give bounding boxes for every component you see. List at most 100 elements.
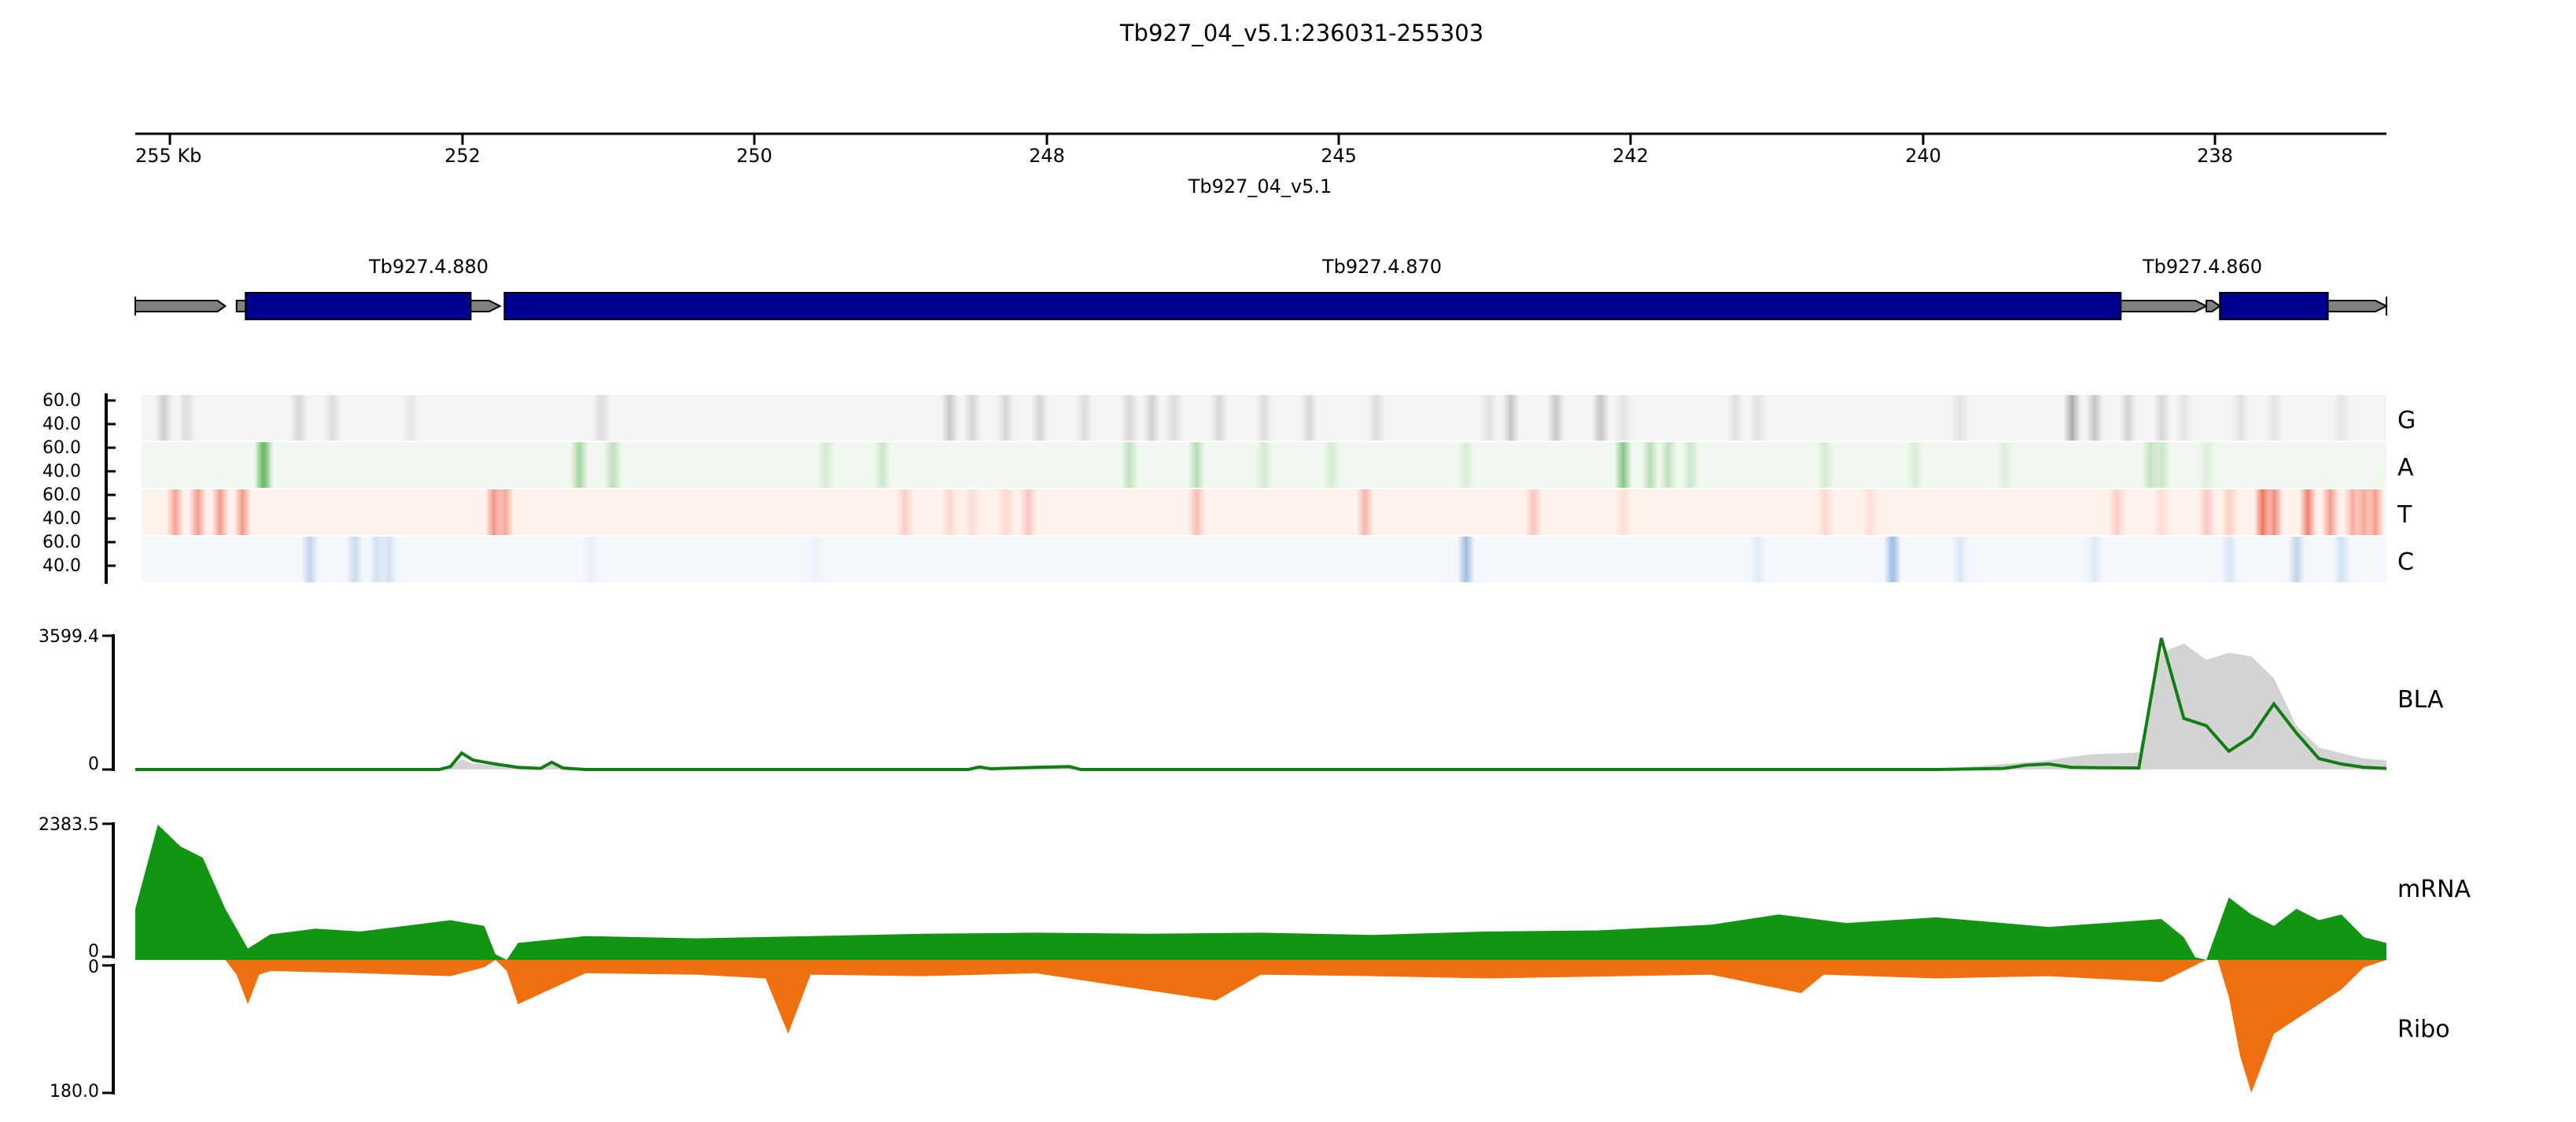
heatmap-peak — [2063, 395, 2081, 441]
heatmap-peak — [570, 442, 588, 488]
heatmap-peak — [1300, 395, 1318, 441]
nucleotide-track-label: G — [2397, 407, 2416, 434]
gene-label: Tb927.4.880 — [368, 256, 488, 278]
heatmap-peak — [1356, 489, 1374, 535]
gene-cds — [245, 292, 472, 320]
axis-tick-label: 255 Kb — [135, 145, 201, 167]
heatmap-peak — [2366, 489, 2384, 535]
heatmap-peak — [1019, 489, 1037, 535]
heatmap-peak — [2198, 442, 2216, 488]
heatmap-peak — [2085, 537, 2103, 582]
bla-track: 3599.4 0 BLA — [39, 627, 2444, 774]
mrna-y-max-label: 2383.5 — [39, 815, 99, 835]
heatmap-peak — [1188, 442, 1206, 488]
mrna-ribo-track: 2383.5 00 180.0 mRNA Ribo — [39, 815, 2471, 1102]
heatmap-peak — [1816, 442, 1834, 488]
gene-cds — [503, 292, 2122, 320]
heatmap-peak — [1322, 442, 1340, 488]
heatmap-peak — [2119, 395, 2137, 441]
heatmap-peak — [2332, 395, 2350, 441]
heatmap-peak — [2108, 489, 2126, 535]
heatmap-peak — [1592, 395, 1610, 441]
heatmap-peak — [1641, 442, 1659, 488]
heatmap-peak — [496, 489, 514, 535]
heatmap-peak — [1457, 442, 1475, 488]
axis-tick-label: 245 — [1321, 145, 1357, 167]
bla-y-min-label: 0 — [88, 755, 99, 774]
heatmap-peak — [189, 489, 207, 535]
heatmap-peak — [379, 537, 397, 582]
heatmap-peak — [997, 489, 1015, 535]
heatmap-peak — [604, 442, 622, 488]
heatmap-peak — [1480, 395, 1498, 441]
heatmap-peak — [1861, 489, 1879, 535]
ribo-y-max-label: 180.0 — [50, 1082, 99, 1102]
ribo-coverage-area — [135, 960, 2386, 1093]
heatmap-row-bg — [142, 489, 2386, 535]
gene-cds — [2219, 292, 2329, 320]
heatmap-peak — [402, 395, 420, 441]
gene-utr — [2120, 300, 2209, 312]
heatmap-peak — [1188, 489, 1206, 535]
heatmap-y-tick-label: 60.0 — [42, 533, 81, 552]
axis-tick-label: 250 — [736, 145, 772, 167]
heatmap-peak — [997, 395, 1015, 441]
heatmap-peak — [1816, 489, 1834, 535]
heatmap-peak — [1143, 395, 1161, 441]
heatmap-peak — [1749, 395, 1767, 441]
mrna-y-min-label: 0 — [88, 942, 99, 961]
gene-label: Tb927.4.860 — [2142, 256, 2262, 278]
nucleotide-track-label: C — [2397, 548, 2414, 576]
heatmap-peak — [1884, 537, 1902, 582]
ribo-y-min-label: 0 — [88, 958, 99, 977]
heatmap-peak — [2085, 395, 2103, 441]
chrom-label: Tb927_04_v5.1 — [1188, 175, 1332, 197]
heatmap-peak — [178, 395, 196, 441]
bla-track-label: BLA — [2397, 686, 2444, 714]
heatmap-peak — [346, 537, 364, 582]
heatmap-y-tick-label: 60.0 — [42, 485, 81, 505]
heatmap-peak — [2321, 489, 2339, 535]
nucleotide-heatmap-tracks: G 60.0 40.0 A 60.0 40.0 T 60.0 40.0 C 60.0 40.0 — [42, 391, 2416, 584]
heatmap-peak — [2153, 489, 2171, 535]
heatmap-peak — [1457, 537, 1475, 582]
gene-label: Tb927.4.870 — [1321, 256, 1442, 278]
coordinate-axis: 255 Kb 252 250 248 245 242 240 238 Tb927_04_v5.1 — [135, 132, 2386, 197]
heatmap-peak — [1165, 395, 1183, 441]
heatmap-peak — [1906, 442, 1924, 488]
heatmap-peak — [2198, 489, 2216, 535]
heatmap-y-tick-label: 40.0 — [42, 556, 81, 576]
heatmap-peak — [963, 395, 981, 441]
heatmap-peak — [806, 537, 824, 582]
heatmap-peak — [1255, 395, 1273, 441]
heatmap-peak — [963, 489, 981, 535]
heatmap-peak — [1075, 395, 1093, 441]
gene-utr — [2206, 300, 2221, 312]
heatmap-peak — [1120, 442, 1138, 488]
nucleotide-track-label: T — [2397, 501, 2412, 529]
bla-signal-line — [135, 637, 2387, 771]
heatmap-peak — [2299, 489, 2317, 535]
heatmap-peak — [593, 395, 611, 441]
heatmap-peak — [1951, 395, 1969, 441]
heatmap-peak — [1547, 395, 1565, 441]
heatmap-peak — [2332, 537, 2350, 582]
heatmap-peak — [2265, 489, 2283, 535]
axis-tick-label: 240 — [1905, 145, 1941, 167]
heatmap-peak — [1614, 489, 1632, 535]
heatmap-peak — [1659, 442, 1677, 488]
heatmap-peak — [1502, 395, 1520, 441]
heatmap-peak — [1614, 395, 1632, 441]
gene-utr — [135, 300, 227, 312]
heatmap-y-tick-label: 40.0 — [42, 415, 81, 434]
gene-utr — [470, 300, 502, 312]
heatmap-peak — [2265, 395, 2283, 441]
heatmap-peak — [1682, 442, 1700, 488]
nucleotide-track-label: A — [2397, 454, 2414, 482]
axis-tick-label: 238 — [2197, 145, 2233, 167]
heatmap-peak — [323, 395, 341, 441]
heatmap-peak — [2220, 537, 2239, 582]
axis-tick-label: 248 — [1029, 145, 1065, 167]
heatmap-peak — [301, 537, 319, 582]
heatmap-peak — [211, 489, 229, 535]
